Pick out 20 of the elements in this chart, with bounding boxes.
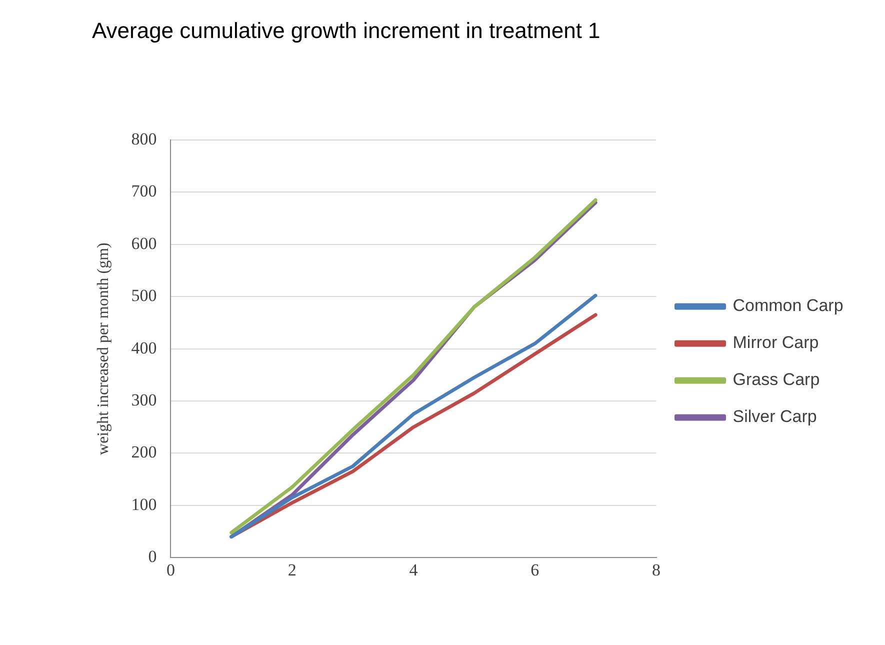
chart-title: Average cumulative growth increment in treatment 1 (92, 18, 600, 44)
x-tick-label: 4 (409, 560, 418, 580)
y-tick-label: 100 (131, 494, 157, 514)
y-tick-label: 600 (131, 234, 157, 253)
x-tick-label: 8 (652, 560, 660, 580)
legend-label: Common Carp (732, 296, 844, 316)
legend-label: Silver Carp (732, 407, 817, 426)
y-tick-label: 300 (131, 390, 157, 410)
y-axis-title: weight increased per month (gm) (94, 242, 112, 455)
x-tick-label: 6 (530, 560, 540, 580)
legend-label: Mirror Carp (732, 333, 819, 352)
y-tick-label: 0 (148, 547, 157, 566)
y-tick-label: 200 (131, 442, 157, 462)
y-tick-label: 700 (131, 182, 157, 201)
y-tick-label: 400 (131, 338, 157, 358)
x-tick-label: 0 (166, 560, 175, 580)
legend-label: Grass Carp (732, 370, 820, 390)
x-tick-label: 2 (288, 560, 296, 580)
y-tick-label: 800 (131, 129, 157, 148)
y-tick-label: 500 (131, 286, 157, 306)
